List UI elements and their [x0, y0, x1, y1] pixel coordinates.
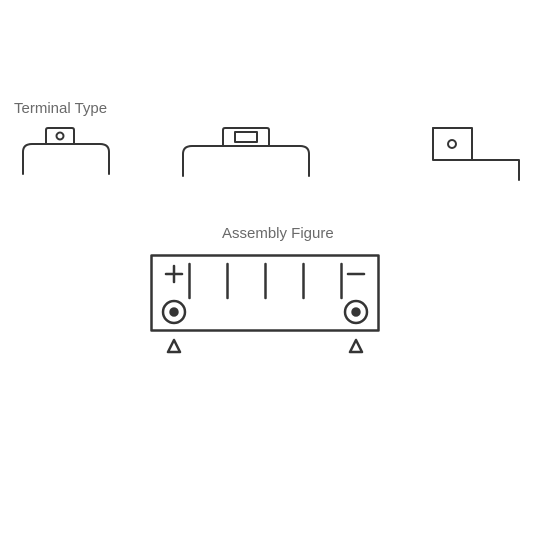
terminal-b-diagram — [182, 126, 310, 182]
arrow-up-icon — [168, 340, 180, 352]
negative-post-icon — [345, 301, 367, 323]
plus-icon — [166, 266, 182, 282]
terminal-a-diagram — [22, 126, 110, 182]
assembly-figure-label: Assembly Figure — [222, 225, 334, 242]
terminal-c-diagram — [432, 126, 520, 182]
arrow-up-icon — [350, 340, 362, 352]
terminal-type-label: Terminal Type — [14, 100, 107, 117]
diagram-canvas: Terminal Type Assembly Figure — [0, 0, 550, 550]
assembly-diagram — [150, 254, 380, 364]
positive-post-icon — [163, 301, 185, 323]
